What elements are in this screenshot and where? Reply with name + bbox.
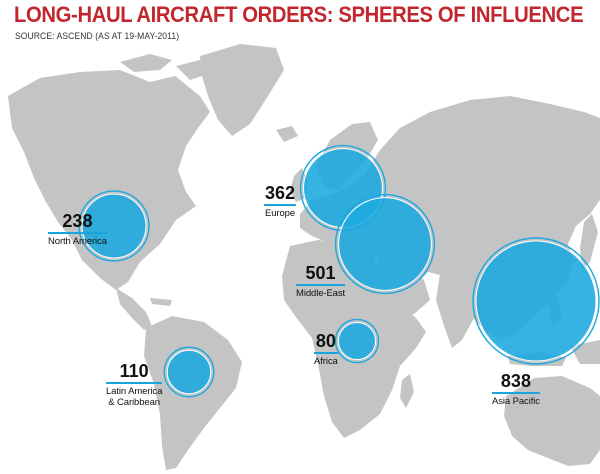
map-title: LONG-HAUL AIRCRAFT ORDERS: SPHERES OF IN… <box>14 2 584 27</box>
bubble-ring-asia-pacific <box>472 237 600 365</box>
region-europe: 362 Europe <box>264 184 297 219</box>
region-label: North America <box>48 236 107 247</box>
new-guinea-land <box>570 340 600 364</box>
bubble-asia-pacific <box>475 240 597 362</box>
bubble-north-america <box>81 193 147 259</box>
north-america-land <box>8 70 210 290</box>
arctic-islands-2 <box>176 60 208 80</box>
greenland-land <box>200 44 284 136</box>
order-bubbles <box>78 144 600 398</box>
arctic-islands <box>120 54 172 72</box>
central-america-land <box>116 288 152 330</box>
bubble-ring-middle-east <box>334 193 436 295</box>
region-value: 838 <box>492 372 540 394</box>
caribbean-islands <box>150 298 172 306</box>
bubble-middle-east <box>338 197 432 291</box>
bubble-ring-north-america <box>78 190 150 262</box>
region-middle-east: 501 Middle-East <box>296 264 345 299</box>
region-africa: 80 Africa <box>314 332 338 367</box>
region-value: 501 <box>296 264 346 286</box>
region-label: Europe <box>265 208 296 219</box>
region-label: Latin America <box>106 386 163 397</box>
madagascar-land <box>400 374 414 408</box>
region-latin-america: 110 Latin America & Caribbean <box>106 362 162 408</box>
region-label: Asia Pacific <box>492 396 540 407</box>
japan-land <box>580 214 598 270</box>
bubble-ring-latin-america <box>163 346 215 398</box>
iceland-land <box>276 126 298 142</box>
australia-land <box>504 376 600 466</box>
region-value: 362 <box>264 184 297 206</box>
region-value: 238 <box>48 212 107 234</box>
india-land <box>436 274 478 348</box>
region-value: 80 <box>314 332 338 354</box>
map-source: SOURCE: ASCEND (AS AT 19-MAY-2011) <box>15 31 180 42</box>
region-asia-pacific: 838 Asia Pacific <box>492 372 540 407</box>
bubble-africa <box>337 321 377 361</box>
region-value: 110 <box>106 362 163 384</box>
region-label-line2: & Caribbean <box>108 397 160 408</box>
region-north-america: 238 North America <box>48 212 107 247</box>
bubble-ring-africa <box>334 318 380 364</box>
bubble-latin-america <box>166 349 212 395</box>
region-label: Middle-East <box>296 288 346 299</box>
region-label: Africa <box>314 356 338 367</box>
